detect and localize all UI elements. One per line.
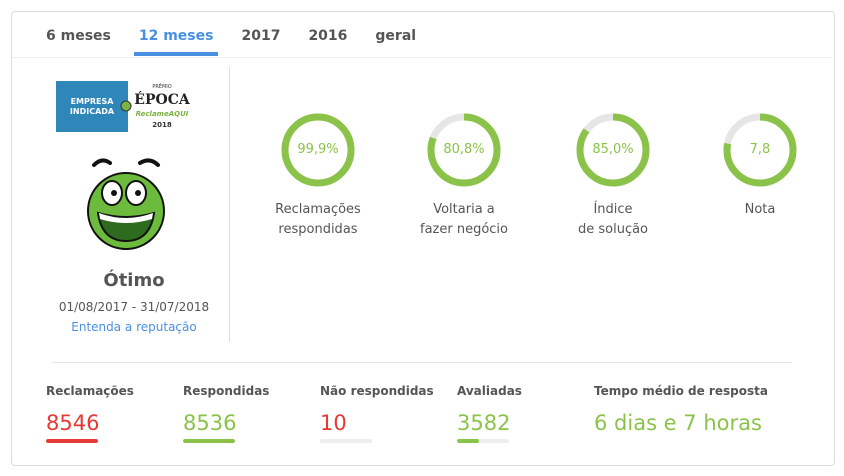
stat-value: 8546 (46, 411, 100, 435)
svg-text:ReclameAQUI: ReclameAQUI (136, 110, 189, 118)
progress-ring (723, 113, 797, 187)
progress-ring (427, 113, 501, 187)
stat-bar-fill (46, 439, 98, 443)
divider (52, 362, 792, 363)
vertical-divider (229, 67, 230, 342)
stat-0: Reclamações 8546 (46, 384, 134, 443)
metric-value: 99,9% (297, 142, 339, 157)
progress-ring (576, 113, 650, 187)
metric-label: Índice (593, 202, 633, 217)
svg-text:PRÊMIO: PRÊMIO (152, 82, 171, 90)
badge-text: EMPRESA INDICADA (69, 96, 115, 116)
ring-fill (723, 113, 797, 187)
ring-fill (281, 113, 355, 187)
stat-label: Respondidas (183, 384, 270, 398)
metric-label: fazer negócio (420, 222, 508, 237)
svg-text:2018: 2018 (152, 121, 172, 129)
metric-0: 99,9% Reclamações respondidas (248, 110, 388, 240)
reputation-level: Ótimo (103, 270, 165, 291)
stat-1: Respondidas 8536 (183, 384, 269, 443)
ring-fill (576, 113, 650, 187)
metric-1: 80,8% Voltaria a fazer negócio (394, 110, 534, 240)
metric-label: Nota (744, 202, 776, 217)
stat-label: Tempo médio de resposta (594, 384, 768, 398)
stat-value: 3582 (457, 411, 511, 435)
stat-value: 8536 (183, 411, 237, 435)
entenda-reputacao-link[interactable]: Entenda a reputação (71, 320, 197, 334)
stat-bar (183, 439, 235, 443)
stat-bar (320, 439, 372, 443)
tab-geral[interactable]: geral (375, 28, 417, 44)
svg-text:ÉPOCA: ÉPOCA (134, 90, 191, 108)
stat-3: Avaliadas 3582 (457, 384, 522, 443)
reputation-period: 01/08/2017 - 31/07/2018 (58, 300, 210, 314)
stat-bar-fill (457, 439, 479, 443)
progress-ring (281, 113, 355, 187)
metric-label: respondidas (278, 222, 358, 237)
stat-label: Avaliadas (457, 384, 522, 398)
happy-face-icon (87, 158, 165, 250)
stat-2: Não respondidas 10 (320, 384, 434, 443)
tab-2017[interactable]: 2017 (241, 28, 281, 44)
tab-2016[interactable]: 2016 (308, 28, 348, 44)
stat-4: Tempo médio de resposta 6 dias e 7 horas (594, 384, 768, 436)
stat-bar (46, 439, 98, 443)
metric-label: Reclamações (275, 202, 361, 217)
premio-epoca-logo: PRÊMIO ÉPOCA ReclameAQUI 2018 (120, 82, 191, 129)
metric-value: 85,0% (592, 142, 634, 157)
metric-3: 7,8 Nota (690, 110, 830, 220)
stat-bar (457, 439, 509, 443)
ring-fill (427, 113, 501, 187)
stat-bar-fill (183, 439, 235, 443)
period-tabs: 6 meses 12 meses 2017 2016 geral (46, 28, 444, 56)
tab-12-meses[interactable]: 12 meses (133, 28, 219, 56)
tab-6-meses[interactable]: 6 meses (46, 28, 111, 44)
stat-value: 10 (320, 411, 347, 435)
metric-value: 80,8% (443, 142, 485, 157)
stat-value: 6 dias e 7 horas (594, 411, 762, 435)
metric-label: Voltaria a (433, 202, 495, 217)
metric-2: 85,0% Índice de solução (543, 110, 683, 240)
stat-label: Reclamações (46, 384, 134, 398)
metric-value: 7,8 (749, 142, 771, 157)
empresa-indicada-badge: EMPRESA INDICADA (56, 81, 128, 132)
divider (12, 57, 832, 58)
reputation-card (11, 11, 835, 466)
metric-label: de solução (577, 222, 649, 237)
stat-label: Não respondidas (320, 384, 434, 398)
